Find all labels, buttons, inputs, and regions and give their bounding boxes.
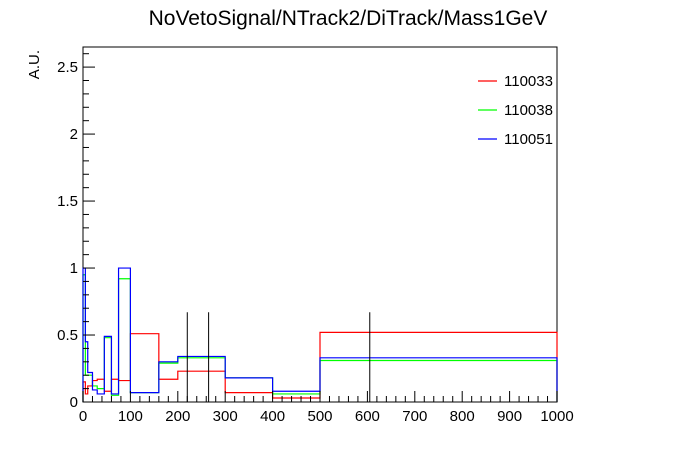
y-tick-label-3: 1.5 [57, 193, 78, 210]
legend: 110033 110038 110051 [478, 73, 553, 148]
x-tick-label-700: 700 [402, 408, 427, 425]
y-axis-title: A.U. [26, 50, 43, 79]
x-axis: 0 100 200 300 400 500 600 700 800 900 1000 [79, 391, 574, 425]
y-tick-label-1: 0.5 [57, 327, 78, 344]
x-tick-label-0: 0 [79, 408, 87, 425]
x-tick-label-900: 900 [497, 408, 522, 425]
x-tick-label-1000: 1000 [540, 408, 573, 425]
y-tick-label-2: 1 [70, 260, 78, 277]
y-axis: 0 0.5 1 1.5 2 2.5 [57, 53, 95, 411]
y-tick-label-0: 0 [70, 394, 78, 411]
x-tick-label-400: 400 [260, 408, 285, 425]
x-tick-label-500: 500 [307, 408, 332, 425]
histogram-series-110051 [82, 267, 558, 402]
error-bars [186, 312, 371, 402]
x-tick-label-300: 300 [213, 408, 238, 425]
histogram-series [82, 267, 558, 402]
legend-label-110051: 110051 [504, 131, 553, 148]
y-tick-label-4: 2 [70, 126, 78, 143]
legend-label-110033: 110033 [504, 73, 553, 90]
y-tick-label-5: 2.5 [57, 59, 78, 76]
x-tick-label-200: 200 [165, 408, 190, 425]
x-tick-label-600: 600 [355, 408, 380, 425]
legend-label-110038: 110038 [504, 102, 553, 119]
x-tick-label-100: 100 [118, 408, 143, 425]
chart-title: NoVetoSignal/NTrack2/DiTrack/Mass1GeV [149, 7, 548, 30]
x-tick-label-800: 800 [450, 408, 475, 425]
